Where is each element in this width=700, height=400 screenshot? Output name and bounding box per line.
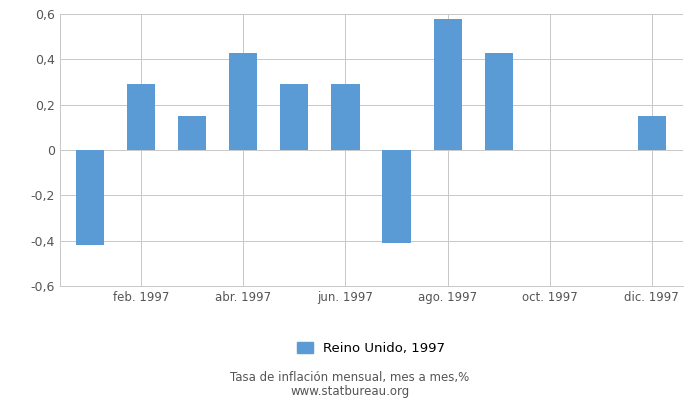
Bar [382,150,411,243]
Text: www.statbureau.org: www.statbureau.org [290,385,410,398]
Bar [484,52,512,150]
Text: Tasa de inflación mensual, mes a mes,%: Tasa de inflación mensual, mes a mes,% [230,372,470,384]
Bar [433,18,461,150]
Bar [638,116,666,150]
Bar [76,150,104,245]
Bar [127,84,155,150]
Bar [230,52,258,150]
Bar [331,84,360,150]
Legend: Reino Unido, 1997: Reino Unido, 1997 [297,342,445,354]
Bar [178,116,206,150]
Bar [281,84,309,150]
